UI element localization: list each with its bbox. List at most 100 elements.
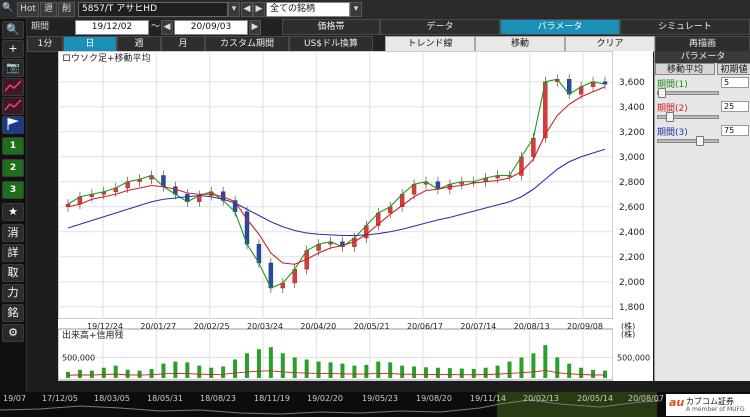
candle-chart-icon[interactable] <box>2 97 24 115</box>
detail-button[interactable]: 詳 <box>2 244 24 262</box>
preset-2-button[interactable]: 2 <box>2 159 24 177</box>
brand-name: カブコム証券 <box>686 397 734 406</box>
volume-bar <box>233 359 238 378</box>
erase-button[interactable]: 消 <box>2 224 24 242</box>
symbol-input[interactable]: 5857/T アサヒHD <box>78 2 228 17</box>
x-tick-label: 20/06/17 <box>407 322 443 331</box>
move-button[interactable]: 移動 <box>475 36 565 52</box>
flag-icon[interactable] <box>2 116 24 134</box>
navigator-date: 19/07 <box>3 394 27 403</box>
redraw-button[interactable]: 再描画 <box>655 36 750 52</box>
x-tick-label: 20/01/27 <box>140 322 176 331</box>
next-arrow-icon[interactable]: ▶ <box>253 2 265 17</box>
price-axis-band <box>613 51 653 381</box>
ma-line-3 <box>67 148 606 237</box>
prev-arrow-icon[interactable]: ◀ <box>241 2 253 17</box>
tab-data[interactable]: データ <box>380 19 500 35</box>
tab-moving-average[interactable]: 移動平均 <box>655 63 715 75</box>
delete-button[interactable]: 削 <box>58 2 75 17</box>
tab-usd-convert[interactable]: US$ドル換算 <box>289 36 373 52</box>
preset-1-button[interactable]: 1 <box>2 137 24 155</box>
trendline-button[interactable]: トレンド線 <box>385 36 475 52</box>
param-slider-1[interactable] <box>657 88 719 98</box>
preset-3-button[interactable]: 3 <box>2 181 24 199</box>
volume-bar <box>543 345 548 378</box>
volume-bar <box>579 367 584 378</box>
x-tick-label: 20/04/20 <box>300 322 336 331</box>
slider-knob[interactable] <box>666 112 675 122</box>
volume-bar <box>507 361 512 378</box>
stock-button[interactable]: 銘 <box>2 304 24 322</box>
end-date-input[interactable]: 20/09/03 <box>174 20 248 35</box>
star-icon[interactable]: ★ <box>2 203 24 221</box>
param-value-2[interactable]: 25 <box>721 101 749 112</box>
navigator-window[interactable] <box>497 392 657 417</box>
interval-row: 1分 日 週 月 カスタム期間 US$ドル換算 トレンド線 移動 クリア 再描画 <box>27 36 750 53</box>
parameter-panel: パラメータ 移動平均 初期値 期間(1) 5 期間(2) 25 期間(3) 75 <box>654 51 750 381</box>
tab-monthly[interactable]: 月 <box>161 36 205 52</box>
volume-bar <box>531 353 536 378</box>
gear-icon[interactable]: ⚙ <box>2 324 24 342</box>
volume-bar <box>197 365 202 378</box>
tab-1min[interactable]: 1分 <box>27 36 63 52</box>
volume-bar <box>256 349 261 378</box>
volume-bar <box>125 369 130 378</box>
slider-knob[interactable] <box>658 88 666 98</box>
back-button[interactable]: 退 <box>40 2 57 17</box>
navigator-date: 17/12/05 <box>42 394 78 403</box>
param-value-1[interactable]: 5 <box>721 77 749 88</box>
symbol-dropdown-chevron-icon[interactable]: ▾ <box>228 2 240 17</box>
tab-parameter[interactable]: パラメータ <box>500 19 620 35</box>
slider-knob[interactable] <box>695 136 704 146</box>
navigator-date: 20/05/14 <box>577 394 613 403</box>
navigator-date: 18/03/05 <box>94 394 130 403</box>
volume-bar <box>603 370 607 378</box>
tab-daily[interactable]: 日 <box>63 36 117 52</box>
volume-bar <box>340 363 345 378</box>
tab-price-band[interactable]: 価格帯 <box>282 19 380 35</box>
param-slider-2[interactable] <box>657 112 719 122</box>
param-slider-3[interactable] <box>657 136 719 146</box>
volume-bar <box>304 359 309 378</box>
chart-svg[interactable]: 1,800 2,000 2,200 2,400 2,600 2,800 3,000 3,200… <box>58 51 653 381</box>
volume-bar <box>185 362 190 378</box>
tab-initial-value[interactable]: 初期値 <box>717 63 750 75</box>
group-dropdown-chevron-icon[interactable]: ▾ <box>350 2 362 17</box>
start-date-input[interactable]: 19/12/02 <box>75 20 149 35</box>
x-tick-label: 20/07/14 <box>460 322 496 331</box>
param-value-3[interactable]: 75 <box>721 125 749 136</box>
volume-bar <box>268 347 273 378</box>
line-chart-icon[interactable] <box>2 78 24 96</box>
x-tick-label: 20/02/25 <box>194 322 230 331</box>
clear-button[interactable]: クリア <box>565 36 655 52</box>
au-logo: au <box>669 396 685 409</box>
volume-unit-label: (株) <box>621 329 635 339</box>
tab-weekly[interactable]: 週 <box>117 36 161 52</box>
volume-bar <box>364 364 369 378</box>
volume-bar <box>292 357 297 378</box>
trade-button[interactable]: 取 <box>2 264 24 282</box>
navigator-bar[interactable]: 19/07 17/12/05 18/03/05 18/05/31 18/08/23 18/… <box>0 392 750 417</box>
stock-group-select[interactable]: 全ての銘柄 <box>266 2 350 17</box>
crosshair-icon[interactable]: + <box>2 40 24 58</box>
end-next-arrow-icon[interactable]: ▶ <box>249 20 261 35</box>
navigator-date: 19/11/14 <box>470 394 506 403</box>
brand-sub: A member of MUFG <box>686 406 745 413</box>
volume-bar <box>447 368 452 378</box>
y-tick-label: 2,200 <box>619 253 645 263</box>
navigator-date: 20/08/07 <box>628 394 664 403</box>
tab-simulate[interactable]: シミュレート <box>620 19 750 35</box>
volume-bar <box>435 367 440 378</box>
chart-area[interactable]: 1,800 2,000 2,200 2,400 2,600 2,800 3,000 3,200… <box>58 51 653 381</box>
navigator-date: 19/02/20 <box>307 394 343 403</box>
navigator-date: 18/11/19 <box>254 394 290 403</box>
tab-custom-period[interactable]: カスタム期間 <box>205 36 289 52</box>
zoom-icon[interactable]: 🔍 <box>2 21 24 39</box>
power-button[interactable]: 力 <box>2 284 24 302</box>
camera-icon[interactable]: 📷 <box>2 59 24 77</box>
volume-bar <box>459 368 464 378</box>
search-icon[interactable]: 🔍 <box>2 3 14 13</box>
hot-button[interactable]: Hot <box>17 2 39 17</box>
volume-bar <box>173 361 178 378</box>
end-prev-arrow-icon[interactable]: ◀ <box>161 20 173 35</box>
